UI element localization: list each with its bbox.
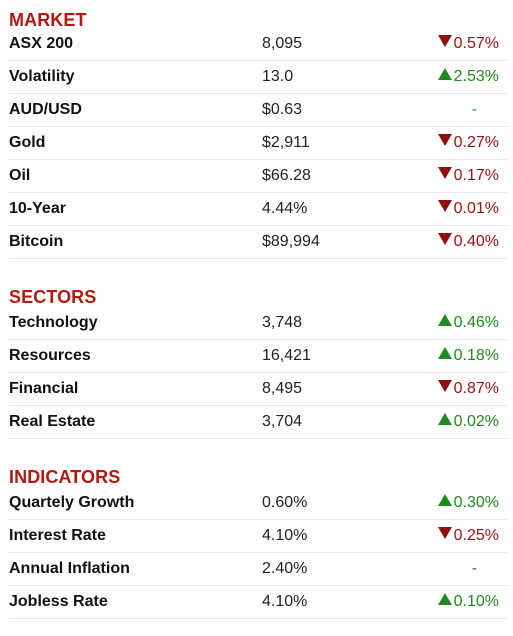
row-value: 0.60%	[262, 494, 308, 511]
table-row[interactable]: Gold $2,911 0.27%	[9, 127, 507, 160]
row-name: Real Estate	[9, 413, 96, 430]
row-change: 0.17%	[422, 167, 507, 185]
row-value: $66.28	[262, 167, 311, 184]
section-title-indicators: INDICATORS	[9, 467, 121, 487]
row-change: 0.87%	[422, 380, 507, 398]
row-name: Volatility	[9, 68, 75, 85]
row-change: -	[422, 101, 507, 119]
change-value: 0.30%	[453, 494, 499, 511]
change-value: 0.01%	[453, 200, 499, 217]
change-value: 0.46%	[453, 314, 499, 331]
table-row[interactable]: Financial 8,495 0.87%	[9, 373, 507, 406]
row-change: -	[422, 560, 507, 578]
row-value: $89,994	[262, 233, 320, 250]
change-value: 0.02%	[453, 413, 499, 430]
table-row[interactable]: 10-Year 4.44% 0.01%	[9, 193, 507, 226]
up-arrow-icon	[437, 314, 452, 326]
row-change: 0.30%	[422, 494, 507, 512]
market-table: ASX 200 8,095 0.57% Volatility 13.0 2.53…	[9, 28, 507, 259]
row-name: Oil	[9, 167, 31, 184]
change-value: 2.53%	[453, 68, 499, 85]
row-value: 8,495	[262, 380, 303, 397]
table-row[interactable]: ASX 200 8,095 0.57%	[9, 28, 507, 61]
row-change: 2.53%	[422, 68, 507, 86]
down-arrow-icon	[437, 35, 452, 47]
down-arrow-icon	[437, 527, 452, 539]
table-row[interactable]: Quartely Growth 0.60% 0.30%	[9, 487, 507, 520]
change-value: 0.57%	[453, 35, 499, 52]
row-name: Financial	[9, 380, 79, 397]
row-change: 0.01%	[422, 200, 507, 218]
row-name: 10-Year	[9, 200, 66, 217]
change-value: 0.10%	[453, 593, 499, 610]
up-arrow-icon	[437, 494, 452, 506]
table-row[interactable]: Volatility 13.0 2.53%	[9, 61, 507, 94]
row-value: 4.10%	[262, 593, 308, 610]
down-arrow-icon	[437, 134, 452, 146]
indicators-table: Quartely Growth 0.60% 0.30% Interest Rat…	[9, 487, 507, 619]
section-title-sectors: SECTORS	[9, 287, 97, 307]
table-row[interactable]: Annual Inflation 2.40% -	[9, 553, 507, 586]
row-value: 4.10%	[262, 527, 308, 544]
table-row[interactable]: Jobless Rate 4.10% 0.10%	[9, 586, 507, 619]
row-change: 0.25%	[422, 527, 507, 545]
sectors-table: Technology 3,748 0.46% Resources 16,421 …	[9, 307, 507, 439]
change-value: 0.87%	[453, 380, 499, 397]
row-name: ASX 200	[9, 35, 74, 52]
row-value: 13.0	[262, 68, 294, 85]
table-row[interactable]: Interest Rate 4.10% 0.25%	[9, 520, 507, 553]
row-name: Jobless Rate	[9, 593, 108, 610]
row-name: Bitcoin	[9, 233, 64, 250]
section-title-market: MARKET	[9, 10, 87, 30]
change-value: 0.18%	[453, 347, 499, 364]
change-value: 0.17%	[453, 167, 499, 184]
down-arrow-icon	[437, 380, 452, 392]
row-name: Resources	[9, 347, 91, 364]
row-change: 0.18%	[422, 347, 507, 365]
up-arrow-icon	[437, 593, 452, 605]
change-value: 0.27%	[453, 134, 499, 151]
row-change: 0.40%	[422, 233, 507, 251]
row-value: 16,421	[262, 347, 311, 364]
row-name: AUD/USD	[9, 101, 82, 118]
row-value: $0.63	[262, 101, 303, 118]
row-value: 4.44%	[262, 200, 308, 217]
change-value: -	[471, 560, 477, 577]
row-value: 3,748	[262, 314, 303, 331]
row-change: 0.10%	[422, 593, 507, 611]
row-name: Technology	[9, 314, 98, 331]
down-arrow-icon	[437, 233, 452, 245]
row-value: $2,911	[262, 134, 310, 151]
row-change: 0.27%	[422, 134, 507, 152]
table-row[interactable]: Real Estate 3,704 0.02%	[9, 406, 507, 439]
change-value: 0.40%	[453, 233, 499, 250]
table-row[interactable]: Bitcoin $89,994 0.40%	[9, 226, 507, 259]
row-name: Interest Rate	[9, 527, 106, 544]
down-arrow-icon	[437, 200, 452, 212]
row-change: 0.46%	[422, 314, 507, 332]
up-arrow-icon	[437, 68, 452, 80]
down-arrow-icon	[437, 167, 452, 179]
row-name: Annual Inflation	[9, 560, 130, 577]
table-row[interactable]: Oil $66.28 0.17%	[9, 160, 507, 193]
row-value: 2.40%	[262, 560, 308, 577]
market-widget: MARKET ASX 200 8,095 0.57% Volatility 13…	[9, 10, 507, 619]
row-change: 0.57%	[422, 35, 507, 53]
table-row[interactable]: Resources 16,421 0.18%	[9, 340, 507, 373]
row-value: 8,095	[262, 35, 303, 52]
table-row[interactable]: AUD/USD $0.63 -	[9, 94, 507, 127]
row-name: Gold	[9, 134, 46, 151]
row-change: 0.02%	[422, 413, 507, 431]
change-value: 0.25%	[453, 527, 499, 544]
row-name: Quartely Growth	[9, 494, 135, 511]
table-row[interactable]: Technology 3,748 0.46%	[9, 307, 507, 340]
change-value: -	[471, 101, 477, 118]
up-arrow-icon	[437, 347, 452, 359]
up-arrow-icon	[437, 413, 452, 425]
row-value: 3,704	[262, 413, 303, 430]
